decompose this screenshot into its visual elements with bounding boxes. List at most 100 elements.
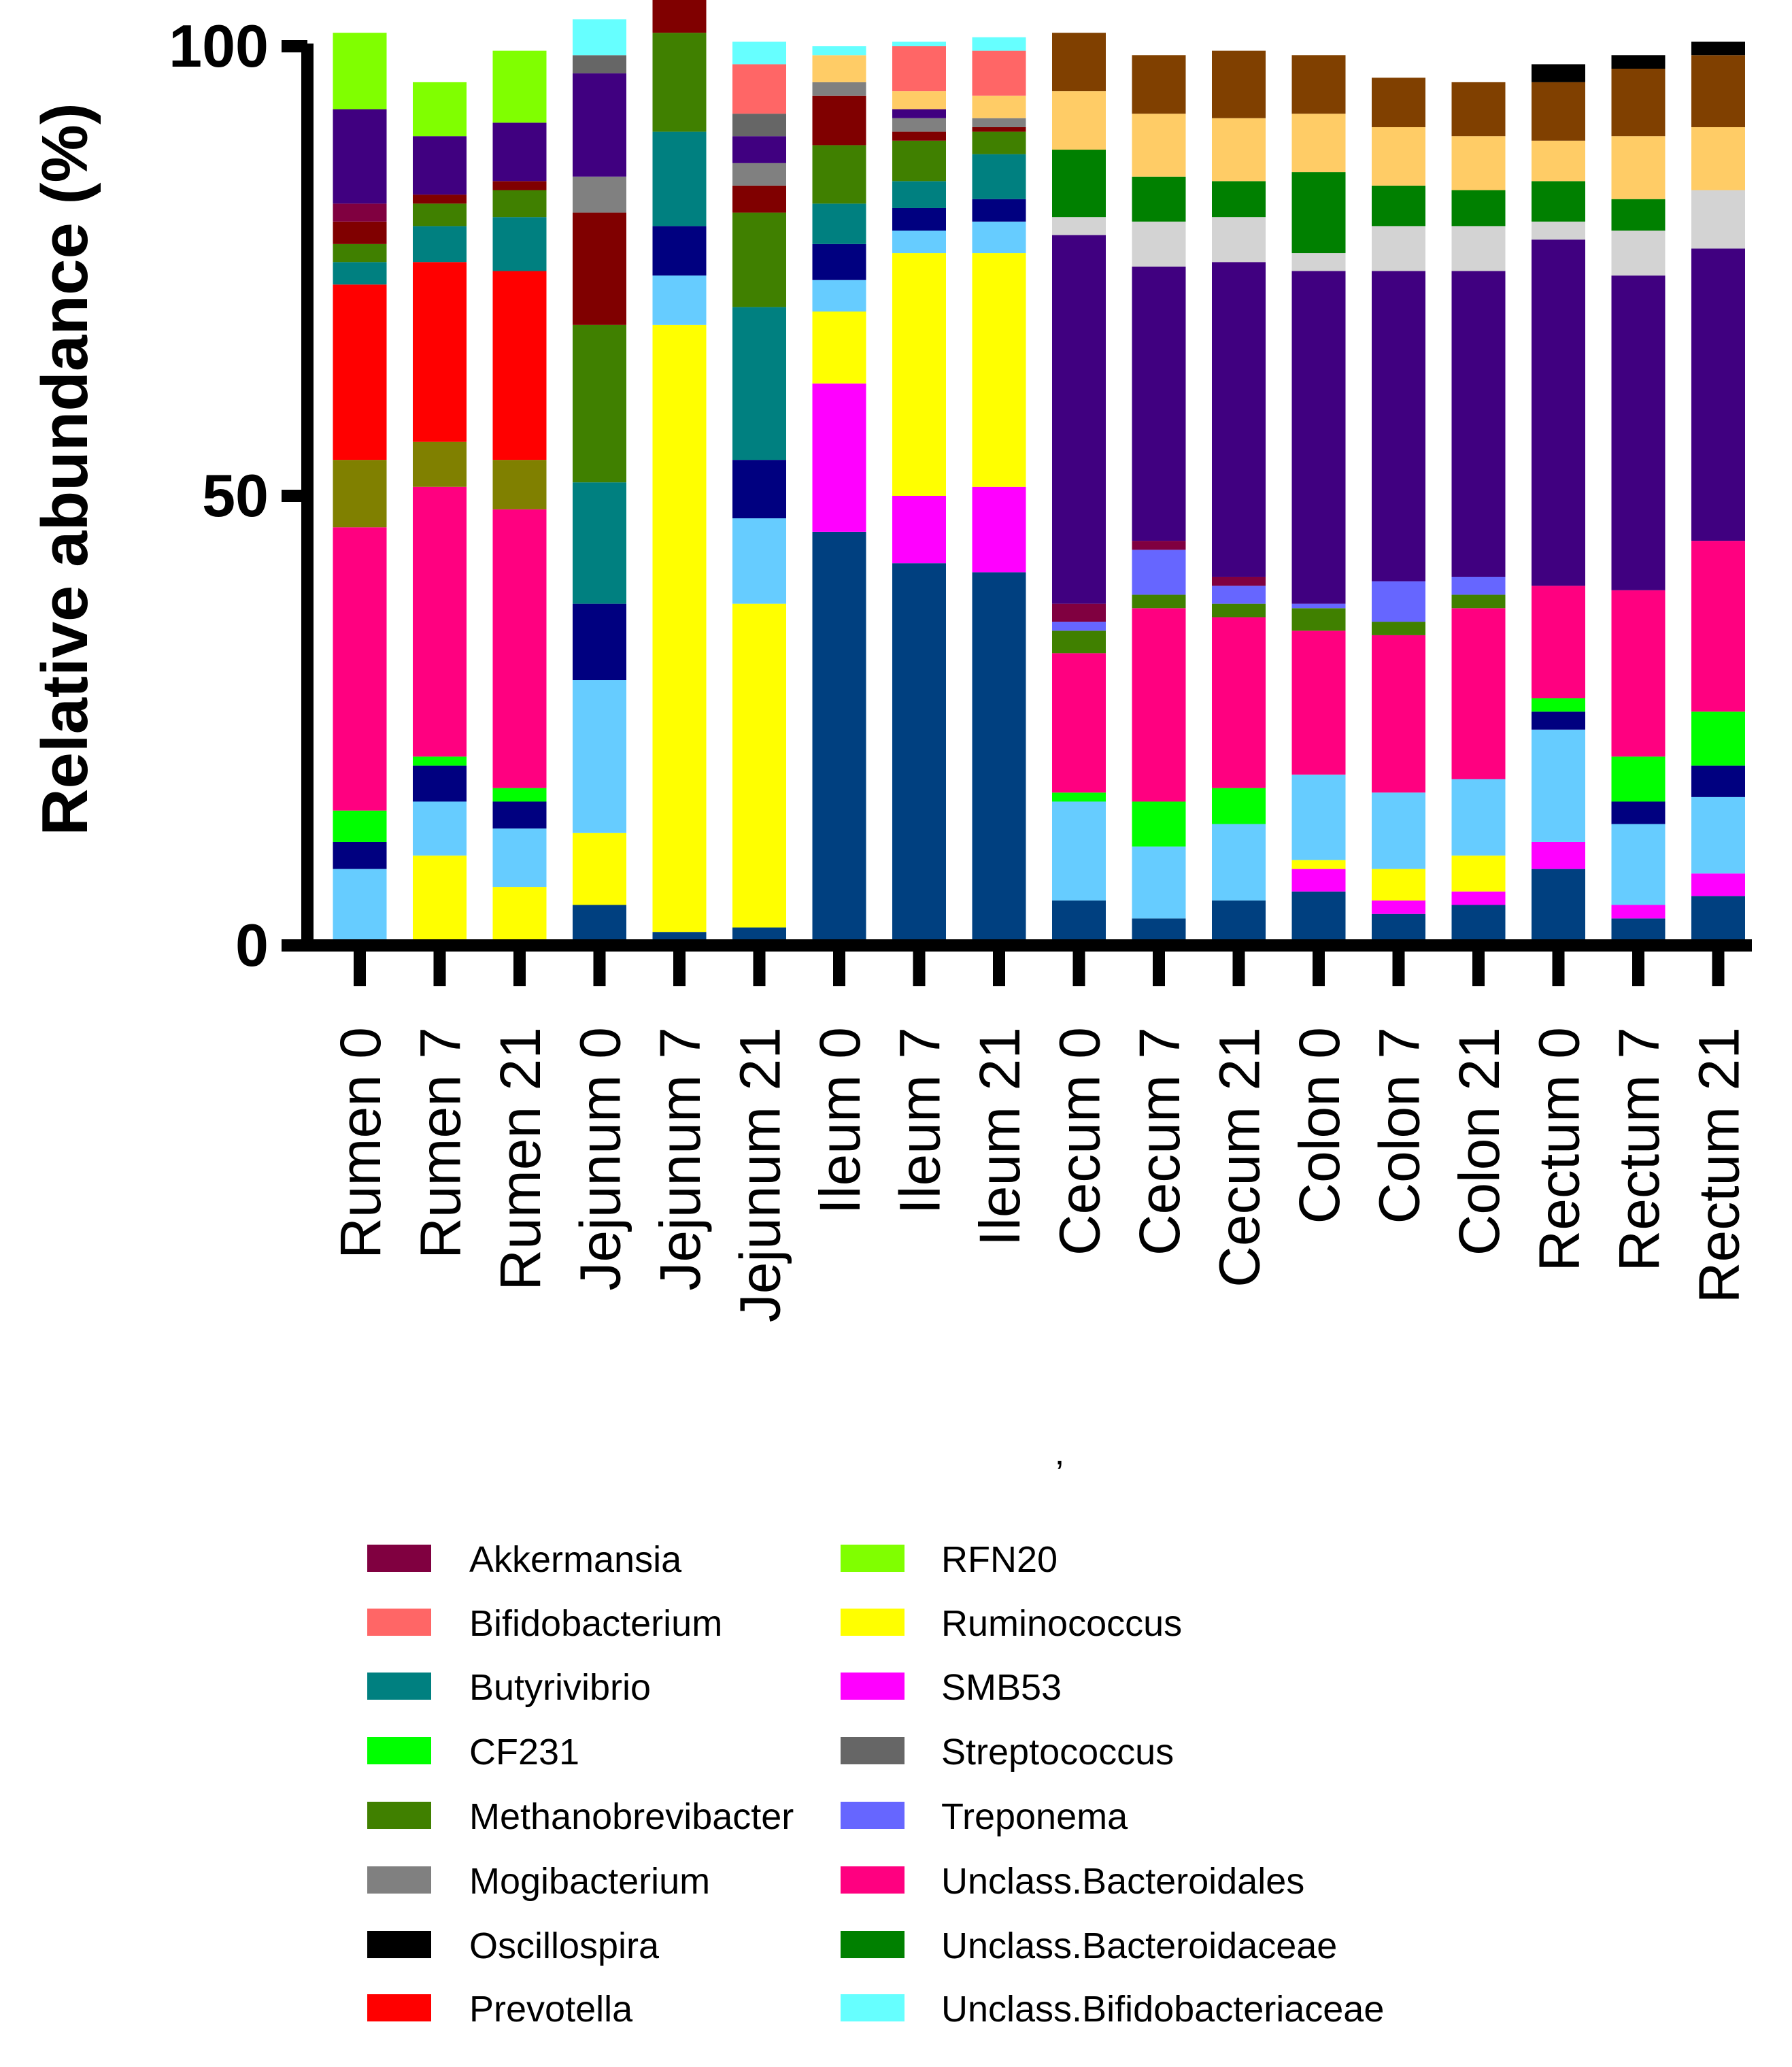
legend-item: Akkermansia [367, 1539, 682, 1580]
legend-swatch [841, 1545, 905, 1572]
bar-stack [1611, 55, 1666, 945]
bar-segment [1532, 239, 1585, 586]
bar-segment [1052, 792, 1106, 802]
legend-swatch [367, 1609, 431, 1636]
legend-swatch [841, 1994, 905, 2021]
bar-segment [812, 531, 866, 945]
bar-segment [573, 324, 626, 483]
legend-item: Mogibacterium [367, 1861, 710, 1902]
bar-segment [1212, 788, 1266, 824]
bar-segment [732, 114, 786, 137]
bar-segment [333, 841, 387, 869]
bar-segment [333, 243, 387, 263]
legend-item: Ruminococcus [841, 1603, 1182, 1644]
legend-item: RFN20 [841, 1539, 1058, 1580]
bar-segment [812, 82, 866, 96]
bar-segment [1532, 841, 1585, 869]
bar-segment [573, 603, 626, 681]
bar-segment [413, 765, 467, 802]
bar-segment [652, 275, 707, 325]
bar-segment [1212, 824, 1266, 901]
bar-segment [1532, 698, 1585, 712]
bar-segment [1212, 617, 1266, 788]
bar-segment [1691, 541, 1745, 712]
bar-segment [413, 195, 467, 204]
legend-item: Unclass.Bacteroidaceae [841, 1926, 1337, 1966]
legend-swatch [841, 1673, 905, 1700]
bar-segment [492, 271, 547, 460]
bar-segment [1052, 801, 1106, 901]
bar-segment [972, 50, 1026, 96]
bar-segment [1611, 801, 1666, 824]
x-tick-label: Ileum 0 [808, 1027, 872, 1214]
bar-stack [1052, 33, 1106, 945]
bar-stack [812, 46, 866, 945]
bar-segment [1052, 33, 1106, 92]
bar-segment [652, 324, 707, 932]
bar-segment [1291, 608, 1346, 631]
bar-segment [1451, 226, 1506, 271]
bar-segment [1132, 114, 1186, 177]
legend-label: Streptococcus [941, 1732, 1174, 1772]
x-tick-label: Cecum 7 [1128, 1027, 1191, 1256]
bar-segment [1372, 271, 1425, 582]
bar-segment [573, 905, 626, 945]
bar-segment [1132, 801, 1186, 847]
bar-stack [1291, 55, 1346, 945]
bar-segment [492, 122, 547, 182]
bar-segment [573, 176, 626, 213]
bar-stack [413, 82, 467, 945]
bar-segment [1532, 82, 1585, 141]
bar-segment [1291, 860, 1346, 869]
bar-segment [1132, 608, 1186, 802]
bar-segment [1691, 711, 1745, 766]
bar-segment [1611, 55, 1666, 69]
bar-segment [1532, 586, 1585, 699]
bar-stack [573, 19, 626, 945]
x-tick-label: Rumen 7 [409, 1027, 473, 1259]
bar-segment [333, 221, 387, 244]
bar-segment [1691, 127, 1745, 190]
bar-segment [732, 518, 786, 604]
bar-segment [492, 801, 547, 829]
legend-swatch [367, 1545, 431, 1572]
bar-segment [1291, 55, 1346, 114]
legend-swatch [841, 1609, 905, 1636]
x-tick-label: Rectum 7 [1607, 1027, 1671, 1271]
bar-segment [1052, 653, 1106, 793]
bar-segment [492, 460, 547, 509]
legend-swatch [367, 1931, 431, 1958]
bar-segment [732, 185, 786, 213]
bar-segment [1212, 118, 1266, 182]
bar-segment [732, 64, 786, 114]
legend-swatch [367, 1802, 431, 1829]
bar-segment [1291, 271, 1346, 604]
legend-item: Methanobrevibacter [367, 1796, 794, 1837]
x-tick-label: Jejunum 0 [569, 1027, 632, 1291]
bar-stack [492, 50, 547, 945]
bar-segment [972, 127, 1026, 132]
bar-segment [1611, 69, 1666, 137]
bar-segment [1132, 550, 1186, 595]
bar-segment [1052, 235, 1106, 604]
legend-item: CF231 [367, 1732, 579, 1772]
labels-group: 0 50 100 Relative abundance (%) Rumen 0 Rumen… [29, 12, 1751, 1494]
legend-label: RFN20 [941, 1539, 1058, 1580]
bar-segment [972, 118, 1026, 127]
legend-label: Bifidobacterium [469, 1603, 722, 1644]
bar-segment [1691, 873, 1745, 896]
bar-segment [1291, 891, 1346, 945]
bar-stack [972, 37, 1026, 945]
legend-label: Ruminococcus [941, 1603, 1182, 1644]
legend-item: Butyrivibrio [367, 1667, 651, 1708]
x-tick-label: Colon 7 [1368, 1027, 1432, 1224]
legend-label: SMB53 [941, 1667, 1062, 1708]
bar-segment [413, 262, 467, 442]
bar-segment [1451, 891, 1506, 905]
bar-stack [1532, 64, 1585, 945]
bar-segment [1212, 586, 1266, 604]
bar-segment [1691, 248, 1745, 541]
bar-segment [1212, 217, 1266, 263]
legend-item: Unclass.Bifidobacteriaceae [841, 1989, 1384, 2030]
